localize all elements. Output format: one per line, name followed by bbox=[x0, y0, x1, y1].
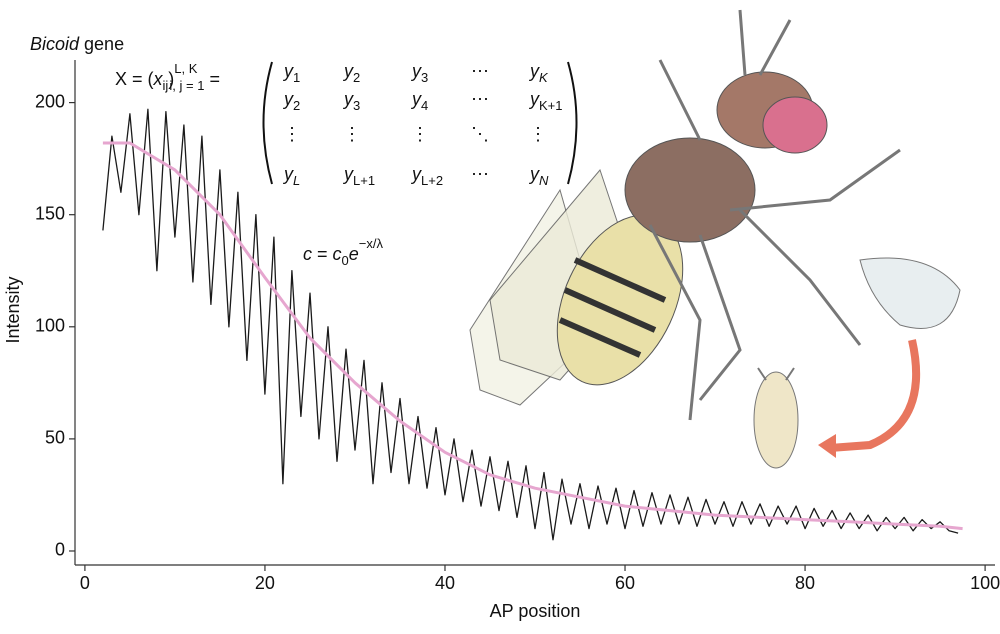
y-tick-label: 100 bbox=[35, 316, 65, 336]
matrix-base: y bbox=[282, 61, 294, 81]
matrix-sub: K bbox=[539, 70, 549, 85]
matrix-sub: 2 bbox=[293, 98, 300, 113]
line bbox=[102, 141, 963, 531]
formula: X = (xij)L, K i, j = 1 = bbox=[115, 61, 220, 93]
formula-part: = bbox=[312, 244, 333, 264]
formula-part: X = ( bbox=[115, 69, 154, 89]
matrix-entry: ⋯ bbox=[471, 89, 489, 109]
matrix-entry: y2 bbox=[282, 89, 300, 114]
matrix-sub: 4 bbox=[421, 98, 428, 113]
matrix-sub: 2 bbox=[353, 70, 360, 85]
matrix-bracket-right bbox=[567, 61, 578, 185]
formula-part: x bbox=[153, 69, 164, 89]
matrix-sub: 3 bbox=[353, 98, 360, 113]
x-tick-label: 20 bbox=[255, 573, 275, 593]
matrix-entry: y1 bbox=[282, 61, 300, 86]
matrix-base: y bbox=[528, 164, 540, 184]
stage-arrow bbox=[829, 339, 921, 452]
matrix-entry: ⋮ bbox=[283, 124, 301, 144]
matrix-entry: ⋯ bbox=[471, 61, 489, 81]
matrix-entry: yL+1 bbox=[342, 164, 375, 189]
formula-part: L, K bbox=[174, 61, 197, 76]
matrix-sub: 1 bbox=[293, 70, 300, 85]
matrix-entry: y2 bbox=[342, 61, 360, 86]
matrix-sub: 3 bbox=[421, 70, 428, 85]
matrix-sub: L+1 bbox=[353, 173, 375, 188]
matrix-entry: ⋮ bbox=[343, 124, 361, 144]
y-tick-label: 0 bbox=[55, 540, 65, 560]
chart-title: Bicoid gene bbox=[30, 34, 124, 54]
matrix-entry: yN bbox=[528, 164, 549, 189]
equation: c = c0e−x/λ bbox=[303, 236, 383, 268]
formula-part: = bbox=[204, 69, 220, 89]
matrix-base: y bbox=[282, 164, 294, 184]
x-tick-label: 100 bbox=[970, 573, 1000, 593]
formula-part: ) bbox=[168, 69, 174, 89]
x-tick-label: 80 bbox=[795, 573, 815, 593]
matrix-base: y bbox=[282, 89, 294, 109]
formula-part: ij bbox=[163, 78, 169, 93]
matrix-base: y bbox=[342, 164, 354, 184]
x-tick-label: 60 bbox=[615, 573, 635, 593]
stage-arrowhead bbox=[818, 434, 836, 458]
x-tick-label: 40 bbox=[435, 573, 455, 593]
matrix-base: y bbox=[528, 61, 540, 81]
matrix-entry: yL bbox=[282, 164, 300, 189]
matrix-entry: yK+1 bbox=[528, 89, 563, 114]
formula-part: i, j = 1 bbox=[169, 78, 204, 93]
formula-part: c bbox=[333, 244, 342, 264]
matrix-entry: ⋮ bbox=[529, 124, 547, 144]
pupa-illustration bbox=[753, 367, 799, 469]
y-tick-label: 50 bbox=[45, 428, 65, 448]
matrix-entry: ⋯ bbox=[471, 164, 489, 184]
formula-part: −x/λ bbox=[359, 236, 384, 251]
y-axis-label: Intensity bbox=[3, 276, 23, 343]
formula-part: c bbox=[303, 244, 312, 264]
matrix-bracket-left bbox=[262, 61, 273, 185]
matrix-base: y bbox=[342, 89, 354, 109]
matrix-base: y bbox=[342, 61, 354, 81]
matrix-base: y bbox=[410, 61, 422, 81]
matrix-entry: ⋱ bbox=[471, 124, 489, 144]
x-axis-label: AP position bbox=[490, 601, 581, 621]
matrix-sub: L+2 bbox=[421, 173, 443, 188]
matrix-base: y bbox=[410, 89, 422, 109]
matrix-sub: L bbox=[293, 173, 300, 188]
larva-illustration bbox=[859, 257, 961, 329]
matrix-entry: y3 bbox=[342, 89, 360, 114]
matrix-base: y bbox=[528, 89, 540, 109]
y-tick-label: 200 bbox=[35, 91, 65, 111]
formula-part: e bbox=[349, 244, 359, 264]
matrix-entry: y3 bbox=[410, 61, 428, 86]
matrix-entry: yK bbox=[528, 61, 549, 86]
matrix-base: y bbox=[410, 164, 422, 184]
line bbox=[102, 108, 959, 541]
y-tick-label: 150 bbox=[35, 203, 65, 223]
matrix-entry: y4 bbox=[410, 89, 428, 114]
matrix-sub: K+1 bbox=[539, 98, 563, 113]
x-tick-label: 0 bbox=[80, 573, 90, 593]
matrix-sub: N bbox=[539, 173, 549, 188]
matrix-entry: ⋮ bbox=[411, 124, 429, 144]
matrix-entry: yL+2 bbox=[410, 164, 443, 189]
fly-illustration bbox=[469, 9, 901, 421]
formula-part: 0 bbox=[342, 253, 349, 268]
